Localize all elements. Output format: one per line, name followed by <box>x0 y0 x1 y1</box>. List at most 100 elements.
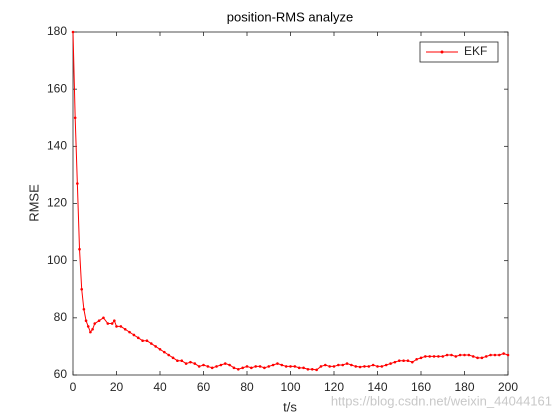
data-point <box>180 359 184 363</box>
data-point <box>471 355 475 358</box>
data-point <box>280 363 284 367</box>
data-point <box>123 327 127 331</box>
legend-box <box>419 41 499 63</box>
x-tick-label: 100 <box>280 380 300 394</box>
data-point <box>106 322 110 325</box>
data-point <box>250 366 253 370</box>
data-point <box>384 363 388 367</box>
data-point <box>306 367 310 371</box>
data-point <box>93 322 97 325</box>
data-point <box>132 333 136 337</box>
data-point <box>358 365 362 369</box>
data-point <box>141 339 144 343</box>
data-point <box>202 363 205 367</box>
data-point <box>324 363 327 367</box>
data-point <box>424 355 427 358</box>
data-point <box>493 353 497 357</box>
data-point <box>110 322 114 325</box>
data-point <box>389 362 392 365</box>
data-point <box>241 366 244 370</box>
data-point <box>463 353 466 357</box>
data-point <box>86 325 90 328</box>
data-point <box>354 365 358 368</box>
data-point <box>315 368 318 372</box>
data-point <box>223 362 227 365</box>
data-point <box>115 325 118 328</box>
data-point <box>367 365 371 368</box>
data-point <box>467 353 471 357</box>
data-point <box>450 353 453 357</box>
data-point <box>78 247 81 251</box>
data-point <box>193 362 197 365</box>
x-tick-label: 140 <box>367 380 387 394</box>
data-point <box>189 360 192 364</box>
data-point <box>232 366 236 370</box>
data-point <box>263 366 266 370</box>
data-point <box>489 353 492 357</box>
y-tick-label: 80 <box>54 310 68 324</box>
data-point <box>293 365 297 368</box>
data-point <box>89 330 92 334</box>
y-tick-label: 160 <box>47 81 67 95</box>
data-point <box>102 316 105 320</box>
x-tick-label: 80 <box>240 380 254 394</box>
data-point <box>284 365 288 368</box>
y-tick-label: 100 <box>47 253 67 267</box>
data-point <box>350 363 353 367</box>
data-point <box>119 325 123 328</box>
x-tick-label: 40 <box>153 380 167 394</box>
data-point <box>73 116 77 120</box>
data-point <box>428 355 432 358</box>
data-point <box>237 367 240 371</box>
data-point <box>502 352 505 355</box>
chart-title: position-RMS analyze <box>227 9 353 24</box>
data-point <box>363 365 366 368</box>
data-point <box>297 366 301 370</box>
legend-label: EKF <box>464 44 487 58</box>
data-point <box>458 353 462 357</box>
y-axis-label: RMSE <box>26 184 41 222</box>
data-point <box>411 360 414 364</box>
data-point <box>82 307 86 311</box>
y-tick-label: 140 <box>47 139 67 153</box>
data-point <box>341 363 345 367</box>
data-point <box>158 347 162 351</box>
data-point <box>345 362 349 365</box>
data-point <box>371 363 375 367</box>
data-point <box>319 365 323 368</box>
data-point <box>228 363 231 367</box>
x-tick-label: 0 <box>70 380 77 394</box>
data-point <box>80 287 83 291</box>
data-point <box>402 359 405 363</box>
data-point <box>215 365 218 368</box>
x-tick-label: 160 <box>411 380 431 394</box>
data-point <box>210 366 214 370</box>
data-point <box>380 365 384 368</box>
data-point <box>454 355 458 358</box>
axes-box <box>72 31 509 376</box>
x-tick-label: 120 <box>324 380 344 394</box>
legend-marker <box>440 50 444 54</box>
data-point <box>310 367 314 371</box>
data-point <box>328 365 331 368</box>
y-tick-label: 60 <box>54 367 68 381</box>
data-point <box>184 362 188 365</box>
data-point <box>163 350 166 354</box>
data-point <box>145 339 149 343</box>
data-point <box>437 355 440 358</box>
x-tick-label: 180 <box>454 380 474 394</box>
data-point <box>337 363 340 367</box>
data-point <box>419 356 423 360</box>
data-point <box>254 365 257 368</box>
data-point <box>84 319 88 322</box>
data-point <box>432 355 436 358</box>
y-tick-label: 180 <box>47 24 67 38</box>
data-point <box>445 353 449 357</box>
data-point <box>258 365 262 368</box>
data-point <box>113 319 116 322</box>
data-point <box>91 327 94 331</box>
data-point <box>128 330 131 334</box>
data-point <box>276 362 279 365</box>
